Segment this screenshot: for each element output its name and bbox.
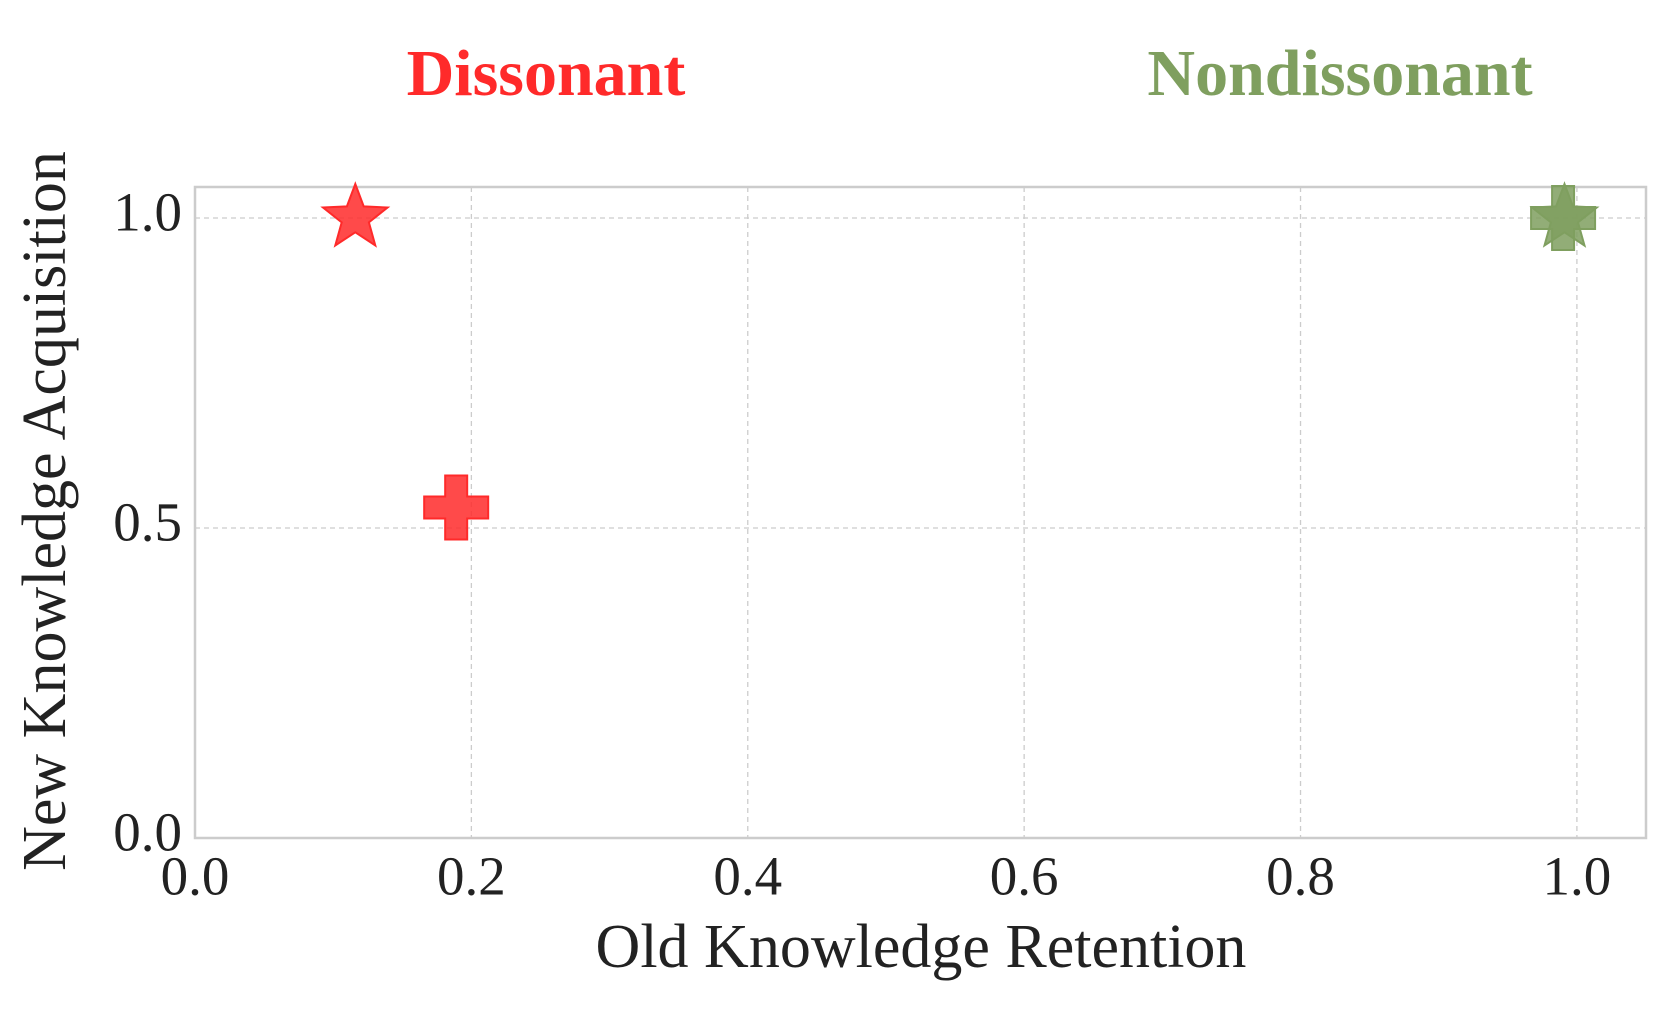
x-tick-label: 0.4 [713, 846, 782, 907]
x-axis-label: Old Knowledge Retention [596, 913, 1247, 981]
y-tick-label: 0.5 [113, 492, 182, 553]
y-tick-label: 0.0 [113, 802, 182, 863]
x-tick-label: 1.0 [1543, 846, 1612, 907]
series-heading: Nondissonant [1147, 37, 1532, 110]
x-tick-label: 0.0 [161, 846, 230, 907]
y-axis-label: New Knowledge Acquisition [11, 151, 79, 871]
point [1529, 181, 1600, 248]
point [320, 181, 391, 248]
plot-frame [193, 185, 1648, 840]
x-tick-label: 0.2 [437, 846, 506, 907]
x-tick-label: 0.8 [1266, 846, 1335, 907]
y-tick-label: 1.0 [113, 182, 182, 243]
series-heading: Dissonant [407, 37, 686, 110]
x-tick-label: 0.6 [990, 846, 1059, 907]
point [423, 474, 490, 541]
